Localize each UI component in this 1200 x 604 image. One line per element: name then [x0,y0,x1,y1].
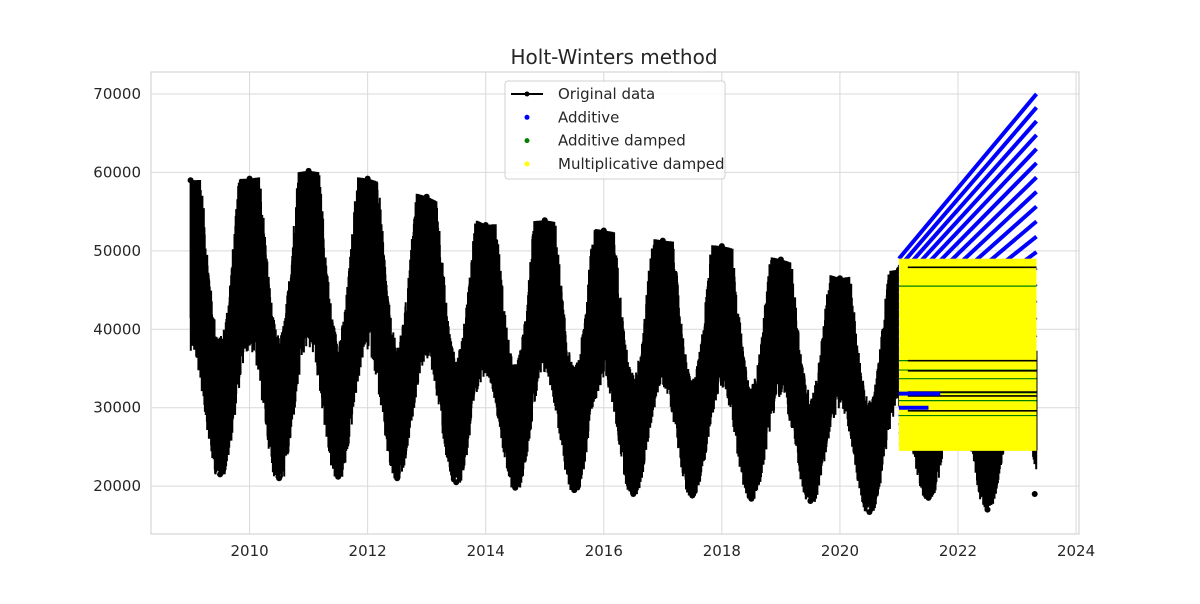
original-data-peak-point [187,177,194,184]
original-data-peak-point [659,237,666,244]
additive-forecast-line [897,92,1039,260]
original-data-peak-point [541,217,548,224]
legend-dot-marker [524,138,530,144]
legend-dot-marker [524,114,530,120]
y-tick-label: 50000 [93,242,141,260]
y-tick-label: 60000 [93,163,141,181]
y-tick-label: 30000 [93,399,141,417]
original-data-peak-point [423,193,430,200]
original-data-peak-point [482,221,489,228]
original-data-trough-point [453,479,460,486]
original-data-peak-point [718,243,725,250]
y-tick-label: 40000 [93,320,141,338]
original-data-peak-point [305,167,312,174]
y-tick-label: 70000 [93,85,141,103]
data-layer [187,92,1039,516]
original-data-trough-point [571,487,578,494]
legend-label: Additive [558,108,619,126]
original-data-peak-point [600,227,607,234]
original-data-trough-point [1031,490,1038,497]
y-tick-label: 20000 [93,477,141,495]
original-data-trough-point [748,495,755,502]
x-tick-label: 2014 [467,542,505,560]
overlap-bands [898,266,1037,412]
original-data-trough-point [925,494,932,501]
x-tick-label: 2022 [939,542,977,560]
y-axis-ticks: 20000 30000 40000 50000 60000 70000 [93,85,141,495]
original-data-trough-point [984,506,991,513]
legend-label: Additive damped [558,132,686,150]
original-data-trough-point [276,475,283,482]
original-data-peak-point [364,175,371,182]
legend: Original data Additive Additive damped Mult… [504,80,726,180]
legend-dot-marker [524,161,530,167]
original-data-trough-point [689,492,696,499]
original-data-trough-point [512,484,519,491]
additive-forecast-line [897,106,1039,269]
original-data-peak-point [836,275,843,282]
series-original-data [189,170,1038,512]
x-tick-label: 2024 [1057,542,1095,560]
original-data-trough-point [335,473,342,480]
legend-label: Multiplicative damped [558,155,724,173]
original-data-trough-point [866,509,873,516]
legend-box [504,80,726,180]
x-tick-label: 2010 [230,542,268,560]
x-tick-label: 2016 [585,542,623,560]
original-data-peak-point [777,256,784,263]
x-axis-ticks: 2010 2012 2014 2016 2018 2020 2022 2024 [230,542,1095,560]
original-data-peak-point [246,175,253,182]
original-data-trough-point [630,490,637,497]
original-data-trough-point [394,475,401,482]
x-tick-label: 2020 [821,542,859,560]
original-data-trough-point [807,498,814,505]
series-multiplicative-damped [898,258,1037,451]
x-tick-label: 2018 [703,542,741,560]
x-tick-label: 2012 [349,542,387,560]
additive-forecast-line [897,119,1038,278]
legend-dot-marker [524,91,530,97]
original-data-trough-point [217,471,224,478]
chart-title: Holt-Winters method [510,45,717,69]
legend-label: Original data [558,85,655,103]
